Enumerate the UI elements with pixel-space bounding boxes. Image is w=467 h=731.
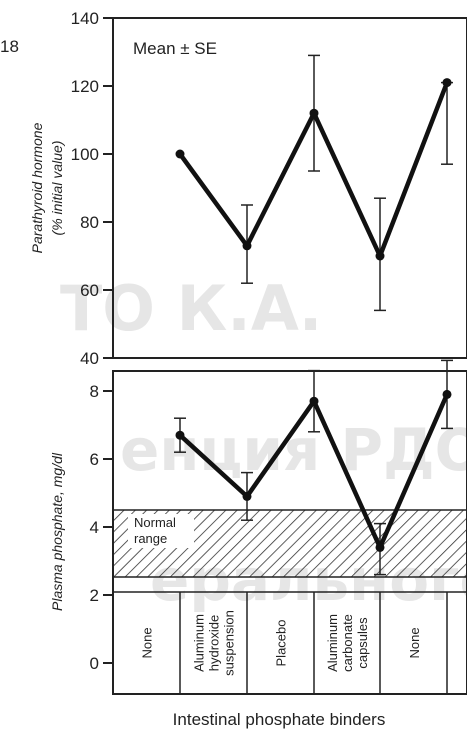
- category-label-1-line-0: Aluminum: [192, 614, 207, 672]
- phosphate-point-1: [242, 491, 252, 501]
- pth-ytick-label-40: 40: [80, 349, 99, 368]
- normal-range-label-bg: [128, 514, 194, 548]
- pth-ytick-label-100: 100: [71, 145, 99, 164]
- category-label-1-line-2: suspension: [222, 610, 237, 676]
- pth-axes-frame: [112, 17, 467, 359]
- phosphate-ytick-label-0: 0: [90, 654, 99, 673]
- pth-ytick-label-60: 60: [80, 281, 99, 300]
- pth-ytick-label-80: 80: [80, 213, 99, 232]
- phosphate-series: [174, 359, 453, 576]
- category-label-2-line-0: Placebo: [274, 620, 289, 667]
- pth-point-4: [442, 78, 452, 88]
- phosphate-axes-frame: [112, 370, 467, 695]
- pth-panel: 40 60 80 100 120 140 Mean ± SE Parathyroid ho…: [29, 9, 467, 368]
- phosphate-ytick-label-8: 8: [90, 382, 99, 401]
- watermark-line-2: енция РДО: [120, 416, 467, 484]
- pth-y-ticks: 40 60 80 100 120 140: [71, 9, 113, 368]
- pth-point-2: [309, 108, 319, 118]
- phosphate-panel: Normal range 0 2 4 6 8 Plasma phosphate, mg/…: [49, 359, 467, 695]
- phosphate-point-3: [375, 542, 385, 552]
- annotation-mean-se: Mean ± SE: [133, 39, 217, 58]
- phosphate-ytick-label-4: 4: [90, 518, 99, 537]
- pth-point-1: [242, 241, 252, 251]
- phosphate-ytick-label-2: 2: [90, 586, 99, 605]
- pth-ylabel-line-2: (% initial value): [49, 141, 65, 236]
- phosphate-point-2: [309, 396, 319, 406]
- category-table: None Aluminum hydroxide suspension Placebo Al…: [113, 591, 467, 694]
- category-label-1-line-1: hydroxide: [207, 615, 222, 671]
- pth-point-0: [175, 149, 185, 159]
- category-label-3-line-1: carbonate: [340, 614, 355, 672]
- normal-range-label-2: range: [134, 531, 167, 546]
- phosphate-ytick-label-6: 6: [90, 450, 99, 469]
- phosphate-point-4: [442, 389, 452, 399]
- normal-range-label-1: Normal: [134, 515, 176, 530]
- pth-ytick-label-140: 140: [71, 9, 99, 28]
- page-label: 18: [0, 37, 19, 56]
- category-label-3-line-2: capsules: [355, 617, 370, 669]
- pth-ylabel-line-1: Parathyroid hormone: [29, 122, 45, 253]
- pth-series: [175, 54, 453, 312]
- category-label-3-line-0: Aluminum: [325, 614, 340, 672]
- pth-point-3: [375, 251, 385, 261]
- pth-ylabel: Parathyroid hormone (% initial value): [29, 122, 65, 253]
- phosphate-ylabel: Plasma phosphate, mg/dl: [49, 452, 65, 611]
- phosphate-point-0: [175, 430, 185, 440]
- watermark-line-1: ТО К.А.: [60, 272, 322, 345]
- pth-ytick-label-120: 120: [71, 77, 99, 96]
- category-label-0-line-0: None: [140, 627, 155, 658]
- x-axis-label: Intestinal phosphate binders: [173, 710, 386, 729]
- category-label-4-line-0: None: [407, 627, 422, 658]
- phosphate-y-ticks: 0 2 4 6 8: [90, 382, 113, 673]
